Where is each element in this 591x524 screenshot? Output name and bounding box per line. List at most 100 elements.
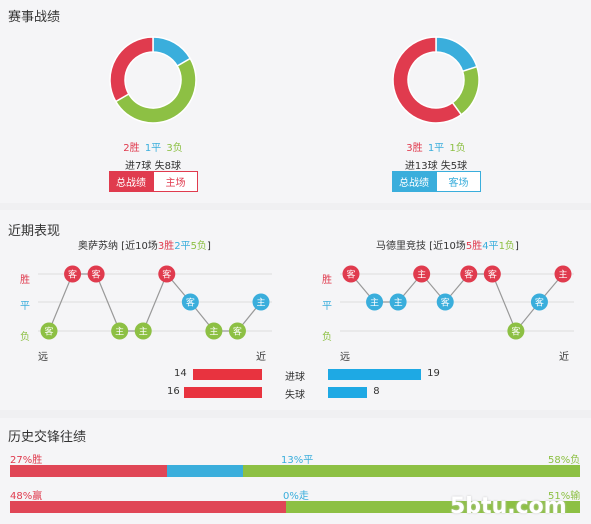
left-form-point: 客 — [87, 265, 105, 283]
left-form-point: 客 — [64, 265, 82, 283]
left-loss-segment — [114, 57, 197, 124]
right-form-wins: 5胜 — [465, 241, 483, 252]
section-title-recent: 近期表现 — [8, 224, 61, 239]
left-win-count: 2胜 — [123, 143, 140, 154]
left-record-text: 2胜 1平 3负 进7球 失8球 — [73, 139, 233, 172]
right-team-name: 马德里竞技 — [376, 241, 426, 252]
left-form-marker — [40, 322, 58, 340]
left-form-point: 主 — [111, 322, 129, 340]
left-form-point: 客 — [158, 265, 176, 283]
history-win-pct: 27%胜 — [10, 455, 43, 466]
left-from-label: 远 — [38, 352, 48, 363]
right-venue-label: 客 — [488, 269, 497, 281]
right-form-point: 主 — [554, 265, 572, 283]
right-form-marker — [342, 265, 360, 283]
history-panel: 历史交锋往绩 27%胜 13%平 58%负 48%赢 0%走 51%输 — [0, 418, 591, 524]
right-form-losses: 1负 — [498, 241, 515, 252]
left-form-marker — [134, 322, 152, 340]
history-loss-pct: 58%负 — [548, 455, 581, 466]
left-scored-bar — [193, 369, 262, 380]
left-form-line — [48, 272, 262, 332]
section-title-history: 历史交锋往绩 — [8, 430, 87, 445]
right-conceded-bar — [328, 387, 368, 398]
left-loss-count: 3负 — [166, 143, 183, 154]
left-form-marker — [64, 265, 82, 283]
right-loss-count: 1负 — [449, 143, 466, 154]
right-form-marker — [507, 322, 525, 340]
left-goals-text: 进7球 失8球 — [125, 161, 181, 172]
right-form-marker — [389, 293, 407, 311]
right-form-point: 客 — [460, 265, 478, 283]
left-form-marker — [111, 322, 129, 340]
right-win-segment — [392, 36, 463, 124]
right-venue-label: 客 — [511, 326, 520, 338]
right-form-point: 主 — [413, 265, 431, 283]
tab-right-away[interactable]: 客场 — [436, 171, 481, 192]
right-axis-win: 胜 — [322, 275, 332, 286]
handicap-win-bar — [10, 501, 287, 513]
right-from-label: 远 — [340, 352, 350, 363]
left-form-point: 客 — [181, 293, 199, 311]
right-record-donut — [392, 36, 480, 124]
conceded-label: 失球 — [285, 390, 305, 401]
left-form-losses: 5负 — [190, 241, 207, 252]
left-axis-win: 胜 — [20, 275, 30, 286]
tab-left-home[interactable]: 主场 — [153, 171, 198, 192]
right-form-point: 客 — [507, 322, 525, 340]
left-draw-count: 1平 — [144, 143, 162, 154]
right-to-label: 近 — [559, 352, 569, 363]
right-draw-count: 1平 — [427, 143, 445, 154]
left-form-point: 客 — [228, 322, 246, 340]
left-venue-label: 客 — [92, 269, 101, 281]
right-record-tabs: 总战绩 客场 — [392, 171, 481, 192]
left-venue-label: 主 — [115, 326, 124, 338]
left-record-donut — [109, 36, 197, 124]
right-form-point: 客 — [483, 265, 501, 283]
right-form-marker — [436, 293, 454, 311]
left-form-prefix: [近10场 — [118, 241, 158, 252]
right-venue-label: 客 — [441, 297, 450, 309]
right-draw-segment — [435, 36, 478, 73]
left-record-tabs: 总战绩 主场 — [109, 171, 198, 192]
tab-left-overall[interactable]: 总战绩 — [109, 171, 153, 192]
left-win-segment — [109, 36, 154, 103]
right-scored-value: 19 — [427, 368, 440, 379]
section-title-record: 赛事战绩 — [8, 10, 61, 25]
watermark: 5btu.com — [450, 494, 567, 519]
right-form-draws: 4平 — [482, 241, 499, 252]
right-venue-label: 主 — [417, 269, 426, 281]
right-form-marker — [460, 265, 478, 283]
handicap-push-pct: 0%走 — [283, 491, 309, 502]
left-team-name: 奥萨苏纳 — [78, 241, 118, 252]
left-conceded-bar — [183, 387, 262, 398]
left-form-title: 奥萨苏纳 [近10场3胜2平5负] — [78, 237, 211, 252]
left-form-wins: 3胜 — [157, 241, 175, 252]
right-form-line — [350, 273, 564, 333]
left-form-marker — [158, 265, 176, 283]
right-form-prefix: [近10场 — [426, 241, 466, 252]
handicap-win-pct: 48%赢 — [10, 491, 43, 502]
right-axis-loss: 负 — [322, 332, 332, 343]
left-venue-label: 客 — [68, 269, 77, 281]
history-draw-bar — [167, 465, 243, 477]
recent-form-panel: 近期表现 奥萨苏纳 [近10场3胜2平5负] 马德里竞技 [近10场5胜4平1负… — [0, 210, 591, 410]
left-venue-label: 主 — [209, 326, 218, 338]
left-axis-draw: 平 — [20, 301, 30, 312]
right-conceded-value: 8 — [373, 386, 380, 397]
record-panel: 赛事战绩 2胜 1平 3负 进7球 失8球 3胜 1平 1负 进13球 失5球 … — [0, 0, 591, 203]
right-form-point: 客 — [436, 293, 454, 311]
right-form-point: 客 — [342, 265, 360, 283]
tab-right-overall[interactable]: 总战绩 — [392, 171, 436, 192]
right-axis-draw: 平 — [322, 301, 332, 312]
left-form-marker — [87, 265, 105, 283]
right-record-text: 3胜 1平 1负 进13球 失5球 — [356, 139, 516, 172]
right-venue-label: 客 — [535, 297, 544, 309]
left-scored-value: 14 — [174, 368, 187, 379]
left-form-marker — [228, 322, 246, 340]
right-form-suffix: ] — [514, 241, 519, 252]
left-venue-label: 客 — [186, 297, 195, 309]
left-axis-loss: 负 — [20, 332, 30, 343]
history-loss-bar — [242, 465, 580, 477]
